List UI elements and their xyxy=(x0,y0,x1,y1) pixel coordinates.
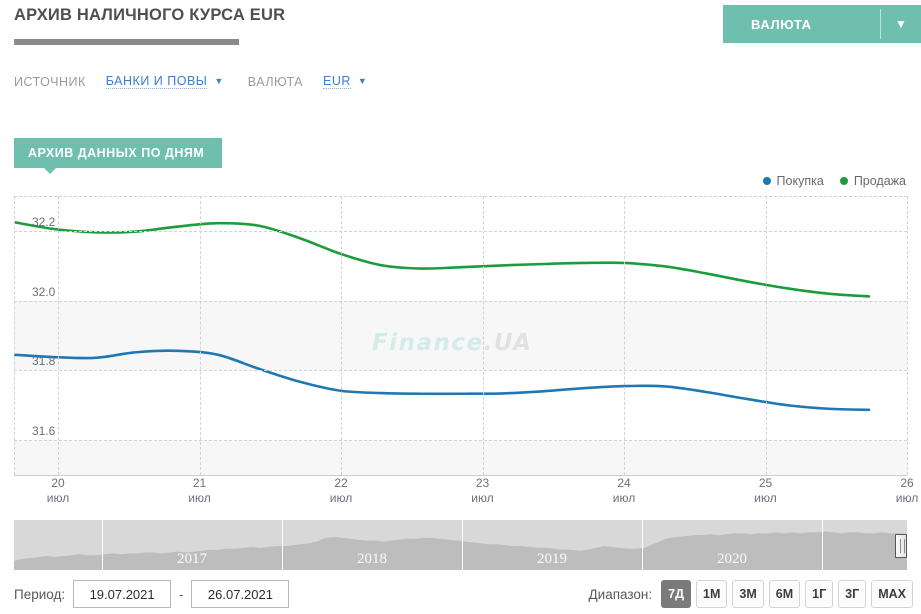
chart-gridline-x xyxy=(482,196,484,475)
chart-gridline-y xyxy=(14,300,907,302)
navigator-year-divider xyxy=(102,520,103,570)
chart-band-2 xyxy=(14,440,907,475)
chart-series-line-1[interactable] xyxy=(14,349,871,412)
range-label: Диапазон: xyxy=(588,586,653,602)
range-button-1м[interactable]: 1М xyxy=(696,580,728,608)
chart-gridline-x xyxy=(907,196,908,475)
navigator-year-divider xyxy=(642,520,643,570)
chart-x-axis-line xyxy=(14,475,907,476)
period-controls: Период: - xyxy=(14,580,290,608)
chart-x-tick-month: июл xyxy=(612,491,636,505)
chart-x-tick-label: 26 июл xyxy=(896,476,918,506)
chart-gridline-y xyxy=(14,440,907,442)
chart-lines-svg xyxy=(14,220,871,412)
legend-dot-icon xyxy=(762,177,771,185)
chart-x-tick-month: июл xyxy=(329,491,353,505)
filter-row: ИСТОЧНИК БАНКИ И ПОВЫ ▼ ВАЛЮТА EUR ▼ xyxy=(14,74,367,89)
currency-dropdown-label: ВАЛЮТА xyxy=(751,16,812,32)
chart-x-tick-month: июл xyxy=(188,491,211,505)
legend-item-label: Продажа xyxy=(853,174,906,188)
period-to-input[interactable] xyxy=(191,580,290,608)
chart-x-tick-day: 20 xyxy=(51,476,65,490)
chart-plot-area[interactable]: 32.2 32.0 31.8 31.6 xyxy=(14,196,908,475)
currency-select-link[interactable]: EUR xyxy=(323,74,351,89)
chart-x-tick-month: июл xyxy=(895,491,919,505)
navigator-year-divider xyxy=(462,520,463,570)
source-chevron-down-icon[interactable]: ▼ xyxy=(214,75,224,86)
currency-dropdown-separator xyxy=(880,9,881,39)
period-from-input[interactable] xyxy=(73,580,172,608)
chart-x-tick-month: июл xyxy=(46,491,70,505)
tab-notch-icon xyxy=(44,168,56,174)
chart-x-tick-month: июл xyxy=(471,491,494,505)
currency-dropdown-button[interactable]: ВАЛЮТА ▼ xyxy=(723,5,921,43)
range-button-3м[interactable]: 3М xyxy=(732,580,764,608)
chart-y-tick-label: 32.0 xyxy=(32,284,56,299)
navigator-year-divider xyxy=(282,520,283,570)
currency-filter-label: ВАЛЮТА xyxy=(247,74,304,89)
chart-gridline-x xyxy=(765,196,767,475)
navigator-year-divider xyxy=(822,520,823,570)
page-title: АРХИВ НАЛИЧНОГО КУРСА EUR xyxy=(14,6,286,24)
period-dash: - xyxy=(179,586,184,602)
chart-x-tick-label: 23 июл xyxy=(471,476,493,506)
chart-x-tick-day: 23 xyxy=(475,476,490,490)
period-label: Период: xyxy=(14,586,66,602)
chart-x-tick-day: 21 xyxy=(192,476,207,490)
chart-x-tick-day: 25 xyxy=(758,476,773,490)
legend-dot-icon xyxy=(839,177,848,185)
currency-chevron-down-icon[interactable]: ▼ xyxy=(357,75,368,86)
legend-item-2[interactable]: Продажа xyxy=(839,174,906,188)
chart-navigator[interactable]: 2017 2018 2019 2020 xyxy=(14,520,907,570)
source-label: ИСТОЧНИК xyxy=(14,74,86,89)
chart-x-tick-label: 20 июл xyxy=(47,476,69,506)
chart-legend: Покупка Продажа xyxy=(762,174,906,188)
chart-gridline-x xyxy=(58,196,59,475)
chart-gridline-x xyxy=(624,196,625,475)
chart-y-tick-label: 31.8 xyxy=(32,354,56,369)
range-button-3г[interactable]: 3Г xyxy=(838,580,867,608)
range-button-7д[interactable]: 7Д xyxy=(661,580,691,608)
chart-x-tick-month: июл xyxy=(754,491,777,505)
chart-y-tick-label: 32.2 xyxy=(32,214,56,229)
chart-band-1 xyxy=(14,300,907,371)
chart-plot-left-border xyxy=(14,196,15,475)
chart-x-tick-label: 25 июл xyxy=(754,476,776,506)
chart-gridline-x xyxy=(341,196,342,475)
chart-x-axis: 20 июл 21 июл 22 июл 23 июл 24 июл 25 июл 26 июл xyxy=(14,476,918,514)
navigator-area-svg xyxy=(14,531,907,570)
chart-x-tick-label: 24 июл xyxy=(613,476,635,506)
chart-y-tick-label: 31.6 xyxy=(32,424,56,439)
range-button-6м[interactable]: 6М xyxy=(768,580,801,608)
chart-x-tick-label: 22 июл xyxy=(330,476,352,506)
range-button-max[interactable]: MAX xyxy=(871,580,913,608)
chevron-down-icon[interactable]: ▼ xyxy=(895,17,907,31)
chart-gridline-top xyxy=(14,196,907,197)
tab-daily-archive[interactable]: АРХИВ ДАННЫХ ПО ДНЯМ xyxy=(14,138,223,174)
chart-gridline-y xyxy=(14,230,907,232)
legend-item-1[interactable]: Покупка xyxy=(762,174,824,188)
navigator-area-path xyxy=(14,531,907,570)
source-select-link[interactable]: БАНКИ И ПОВЫ xyxy=(105,74,208,89)
chart-series-line-2[interactable] xyxy=(14,220,871,298)
chart-x-tick-day: 22 xyxy=(334,476,348,490)
title-underline-rule xyxy=(14,39,239,45)
chart-x-tick-day: 24 xyxy=(617,476,631,490)
legend-item-label: Покупка xyxy=(776,174,824,188)
chart-container: 32.2 32.0 31.8 31.6 20 июл 21 июл 22 июл 23 июл 24 и… xyxy=(0,196,921,514)
chart-x-tick-label: 21 июл xyxy=(188,476,210,506)
chart-x-tick-day: 26 xyxy=(900,476,914,490)
range-button-1г[interactable]: 1Г xyxy=(805,580,834,608)
chart-gridline-x xyxy=(199,196,201,475)
tab-daily-archive-label: АРХИВ ДАННЫХ ПО ДНЯМ xyxy=(28,146,205,160)
range-controls: Диапазон: 7Д 1М 3М 6М 1Г 3Г MAX xyxy=(589,580,913,608)
chart-gridline-y xyxy=(14,370,907,372)
navigator-right-handle[interactable] xyxy=(895,534,907,558)
